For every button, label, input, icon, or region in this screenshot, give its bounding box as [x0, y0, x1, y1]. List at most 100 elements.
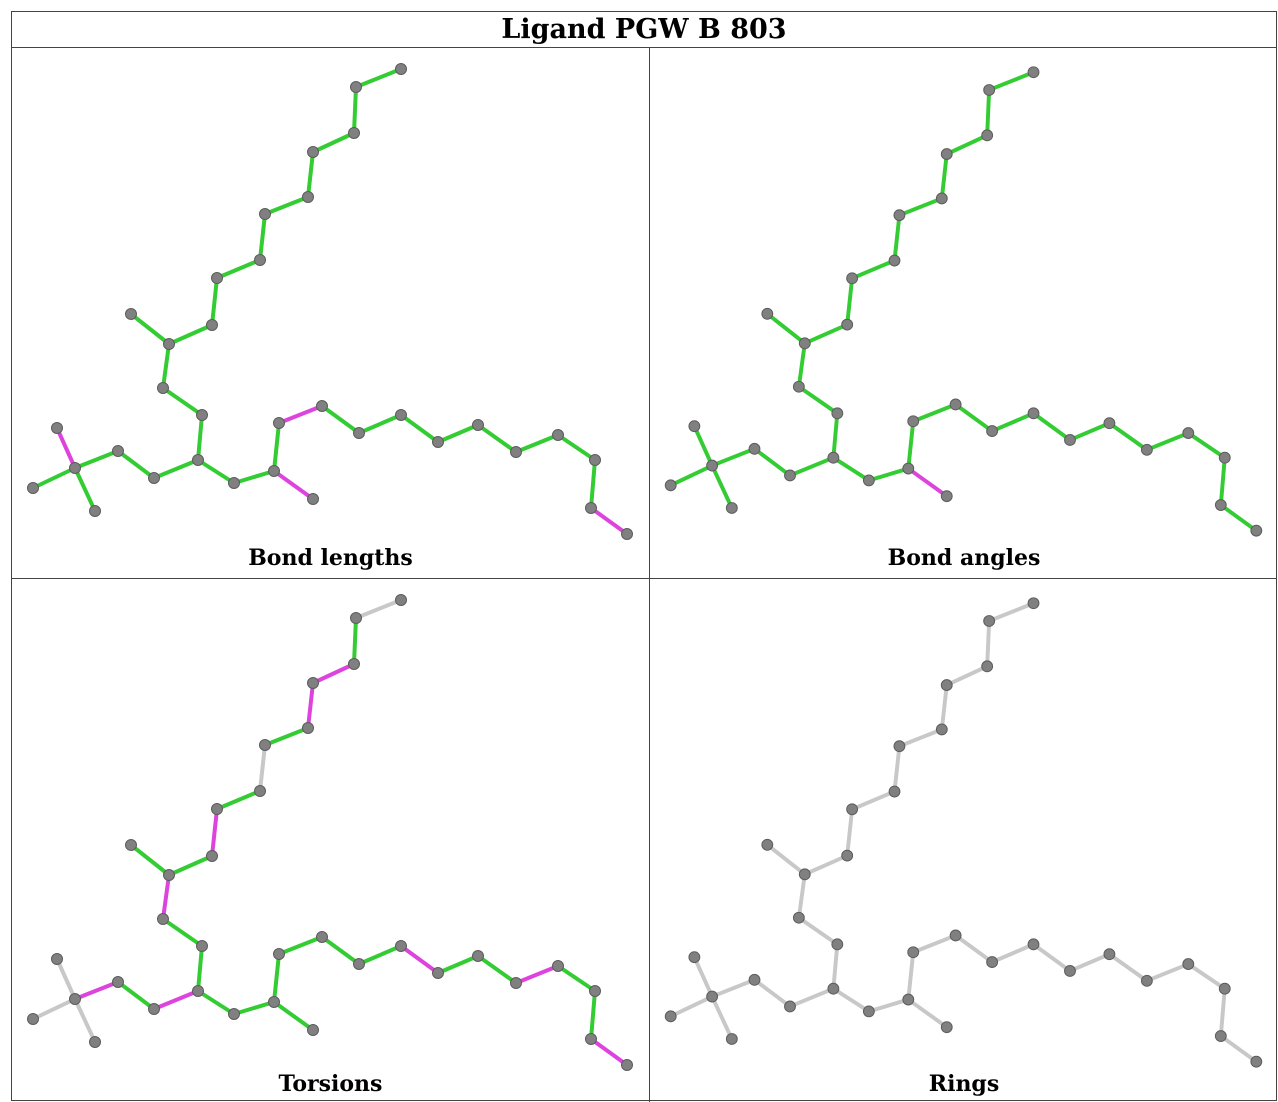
atom-13: [254, 254, 266, 266]
atom-0: [69, 462, 81, 474]
atom-7: [831, 938, 844, 951]
atom-2: [664, 1010, 677, 1023]
caption-bond-lengths: Bond lengths: [248, 545, 413, 571]
bond-12: [215, 789, 262, 811]
atom-33: [621, 1059, 633, 1071]
bond-29: [1144, 431, 1191, 452]
caption-torsions: Torsions: [278, 1071, 383, 1097]
atom-5: [784, 1000, 796, 1013]
atom-27: [432, 967, 444, 979]
bond-16: [311, 131, 356, 154]
bond-17: [985, 88, 992, 138]
bond-24: [320, 404, 361, 435]
atom-16: [940, 679, 953, 691]
atom-21: [268, 465, 280, 477]
atom-11: [841, 849, 854, 862]
bond-17: [352, 85, 358, 135]
bond-3: [73, 980, 120, 1001]
atom-31: [589, 985, 601, 997]
bond-13: [892, 213, 902, 263]
atom-1: [51, 953, 63, 965]
molecule-torsions: [27, 594, 633, 1071]
bond-5: [788, 455, 836, 478]
atom-26: [395, 409, 407, 421]
atom-21: [268, 996, 280, 1008]
bond-24: [953, 402, 995, 434]
atom-20: [862, 1005, 875, 1018]
bond-31: [589, 458, 597, 510]
bond-9: [765, 311, 807, 346]
atom-10: [761, 838, 774, 851]
bond-5: [152, 989, 200, 1011]
atom-22: [940, 1021, 953, 1034]
atom-28: [472, 950, 484, 962]
bond-20: [866, 997, 911, 1014]
bond-18: [354, 598, 403, 620]
bond-15: [306, 681, 315, 730]
atom-4: [748, 973, 761, 986]
atom-10: [125, 308, 137, 320]
bond-30: [1186, 431, 1227, 460]
panel-torsions: Torsions: [12, 579, 649, 1102]
bond-2: [710, 994, 734, 1041]
atom-9: [163, 338, 175, 350]
atom-26: [1027, 407, 1040, 420]
atom-22: [307, 1024, 319, 1036]
atom-22: [307, 493, 319, 505]
bond-19: [831, 455, 871, 483]
bond-22: [272, 952, 281, 1004]
atom-23: [907, 946, 920, 959]
bond-16: [944, 133, 990, 157]
panel-bond-angles: Bond angles: [650, 48, 1278, 578]
bond-15: [939, 152, 949, 201]
bond-25: [357, 413, 403, 435]
bond-7: [796, 384, 840, 416]
bond-29: [1144, 962, 1191, 983]
atom-12: [211, 272, 223, 284]
bond-32: [1218, 503, 1259, 533]
atom-25: [353, 427, 365, 439]
bond-2: [73, 466, 97, 513]
bond-11: [210, 807, 219, 858]
atom-14: [893, 209, 906, 222]
atom-30: [1182, 958, 1195, 970]
bond-28: [476, 954, 518, 985]
bond-5: [152, 458, 200, 480]
bond-14: [897, 727, 944, 749]
bond-19: [196, 989, 236, 1016]
atom-29: [510, 977, 522, 989]
bond-14: [897, 196, 944, 218]
atom-29: [510, 446, 522, 458]
bond-4: [752, 446, 792, 478]
divider-horizontal: [12, 578, 1276, 579]
atom-14: [893, 740, 906, 753]
atom-33: [621, 528, 633, 540]
atom-32: [1214, 499, 1227, 511]
atom-8: [792, 380, 805, 393]
bond-5: [788, 986, 836, 1009]
bond-0: [55, 426, 77, 470]
bond-10: [802, 322, 850, 346]
bond-26: [1031, 411, 1072, 442]
atom-21: [902, 993, 915, 1006]
bond-23: [911, 402, 958, 424]
bond-15: [939, 683, 949, 732]
atom-0: [69, 993, 81, 1005]
bond-20: [866, 466, 911, 483]
atom-6: [192, 454, 204, 466]
bond-9: [129, 312, 171, 346]
molecule-bond-angles: [664, 66, 1263, 537]
bond-10: [167, 854, 214, 877]
atom-20: [862, 474, 875, 487]
bond-8: [796, 341, 807, 389]
atom-3: [725, 502, 738, 514]
panel-rings: Rings: [650, 579, 1278, 1102]
atom-15: [302, 191, 314, 203]
atom-4: [112, 445, 124, 457]
atom-4: [112, 976, 124, 988]
atom-19: [395, 63, 407, 75]
atom-0: [706, 990, 719, 1003]
bond-29: [514, 433, 560, 454]
bond-2: [73, 997, 97, 1044]
bond-7: [796, 915, 840, 947]
